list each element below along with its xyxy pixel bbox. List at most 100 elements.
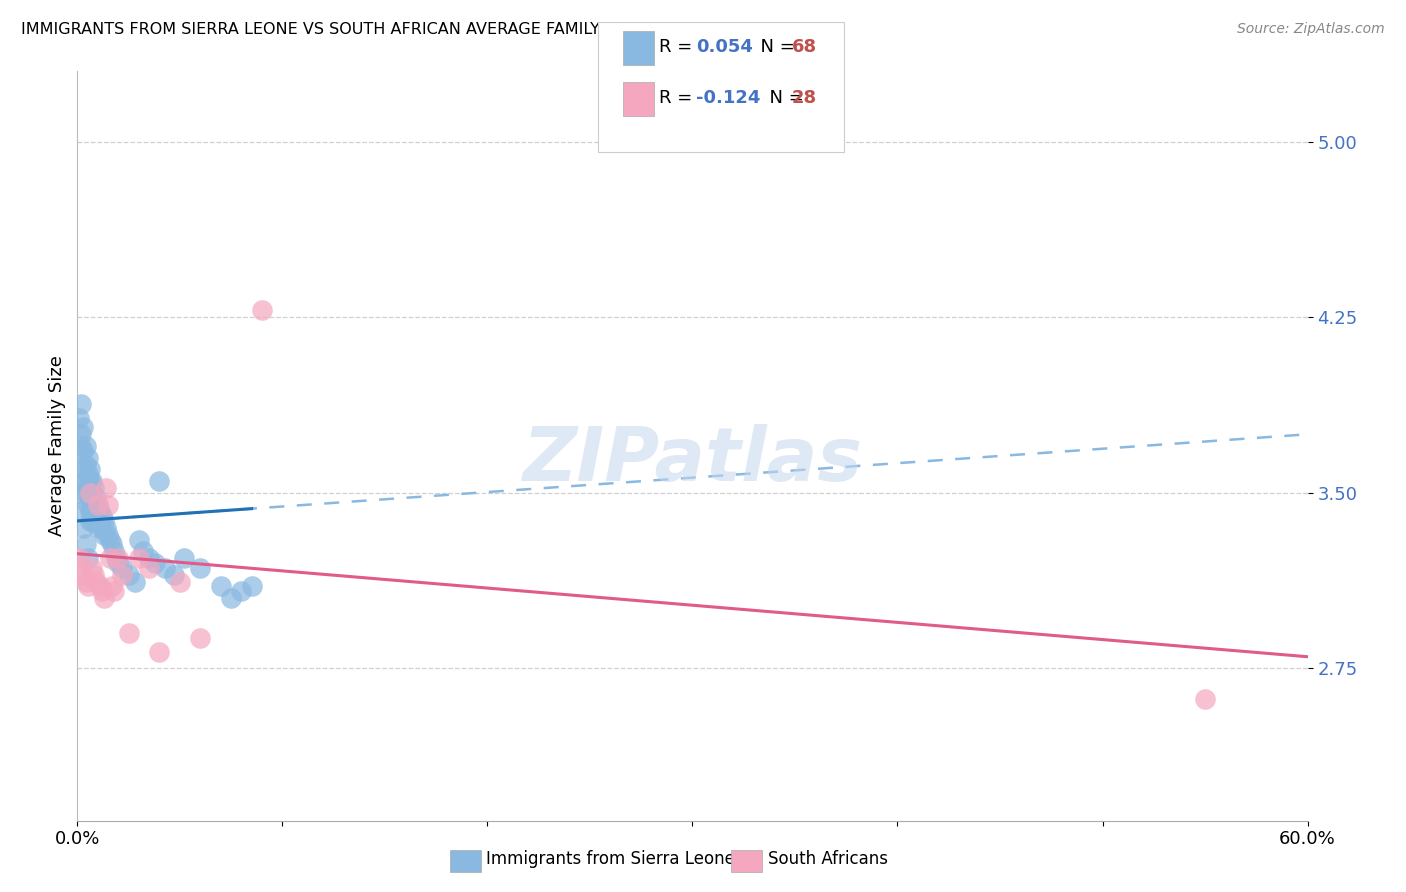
Point (84, 505, 107, 519)
Point (103, 584, 125, 599)
Point (75, 574, 97, 589)
Point (93, 514, 115, 528)
Point (219, 591, 242, 606)
Point (79, 514, 101, 528)
Point (72, 567, 94, 582)
Point (97, 528, 120, 542)
Point (90, 509, 114, 524)
Point (111, 567, 134, 582)
Point (87, 509, 110, 524)
Point (80, 486, 103, 500)
Point (107, 551, 129, 566)
Text: R =: R = (659, 89, 699, 107)
Point (155, 561, 177, 575)
Point (250, 303, 273, 318)
Text: ZIPatlas: ZIPatlas (523, 425, 862, 498)
Point (70, 505, 93, 519)
Point (138, 551, 160, 566)
Point (70, 561, 93, 575)
Point (93, 528, 115, 542)
Point (83, 567, 105, 582)
Point (79, 505, 101, 519)
Point (84, 574, 107, 589)
Point (98, 533, 121, 547)
Point (75, 439, 97, 453)
Y-axis label: Average Family Size: Average Family Size (48, 356, 66, 536)
Point (79, 462, 101, 476)
Point (87, 498, 110, 512)
Point (188, 561, 212, 575)
Point (76, 551, 98, 566)
Point (79, 491, 101, 505)
Point (75, 458, 97, 472)
Point (103, 544, 125, 558)
Point (98, 551, 121, 566)
Point (89, 514, 111, 528)
Point (173, 551, 195, 566)
Point (188, 631, 212, 645)
Point (89, 505, 111, 519)
Point (80, 498, 103, 512)
Point (72, 462, 94, 476)
Point (1194, 692, 1216, 706)
Point (94, 481, 117, 495)
Point (148, 645, 170, 659)
Text: -0.124: -0.124 (696, 89, 761, 107)
Text: R =: R = (659, 38, 699, 56)
Point (80, 561, 103, 575)
Point (75, 474, 97, 488)
Point (117, 626, 139, 640)
Point (128, 533, 150, 547)
Point (128, 551, 150, 566)
Point (75, 486, 97, 500)
Point (90, 584, 114, 599)
Point (84, 491, 107, 505)
Point (132, 544, 155, 558)
Point (87, 521, 110, 535)
Point (83, 481, 105, 495)
Text: Immigrants from Sierra Leone: Immigrants from Sierra Leone (486, 850, 735, 868)
Point (70, 397, 93, 411)
Point (76, 467, 98, 482)
Point (87, 498, 110, 512)
Text: 28: 28 (792, 89, 817, 107)
Point (75, 537, 97, 551)
Point (89, 580, 111, 594)
Point (231, 584, 253, 599)
Point (83, 498, 105, 512)
Text: N =: N = (758, 89, 810, 107)
Point (107, 556, 129, 570)
Point (83, 509, 105, 524)
Point (76, 580, 98, 594)
Point (80, 514, 103, 528)
Point (70, 427, 93, 442)
Point (80, 474, 103, 488)
Point (67, 486, 90, 500)
Point (72, 420, 94, 434)
Point (97, 498, 120, 512)
Point (84, 514, 107, 528)
Point (105, 551, 128, 566)
Text: South Africans: South Africans (768, 850, 887, 868)
Point (124, 574, 146, 589)
Text: 0.054: 0.054 (696, 38, 752, 56)
Point (240, 580, 263, 594)
Point (76, 450, 98, 465)
Point (169, 574, 191, 589)
Point (101, 580, 124, 594)
Point (93, 591, 115, 606)
Point (209, 580, 232, 594)
Point (76, 498, 98, 512)
Text: N =: N = (749, 38, 801, 56)
Point (72, 474, 94, 488)
Point (70, 439, 93, 453)
Point (67, 551, 90, 566)
Point (67, 411, 90, 425)
Point (76, 481, 98, 495)
Point (163, 567, 186, 582)
Point (143, 556, 166, 570)
Text: Source: ZipAtlas.com: Source: ZipAtlas.com (1237, 22, 1385, 37)
Point (117, 567, 139, 582)
Point (79, 486, 101, 500)
Text: 68: 68 (792, 38, 817, 56)
